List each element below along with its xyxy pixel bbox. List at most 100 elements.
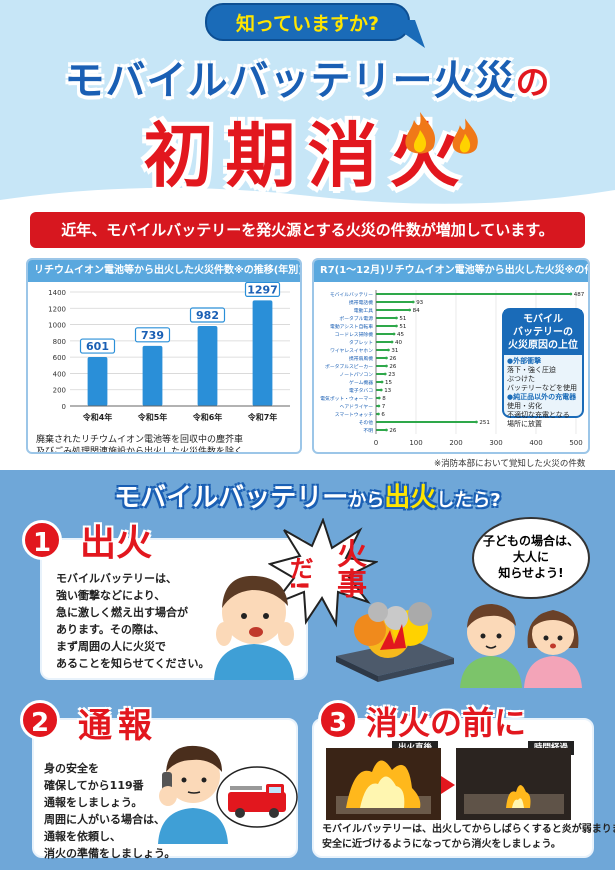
data-label: 84 <box>413 308 420 314</box>
x-tick-label: 300 <box>489 439 502 447</box>
category-label: タブレット <box>349 339 373 346</box>
data-label: 251 <box>479 420 490 426</box>
category-label: その他 <box>359 419 374 426</box>
cause1-line3: バッテリーなどを使用 <box>507 384 577 392</box>
x-tick-label: 令和4年 <box>82 412 113 422</box>
y-tick-label: 600 <box>53 354 66 362</box>
data-label: 487 <box>574 292 585 298</box>
bar <box>142 345 163 406</box>
y-tick-label: 1200 <box>48 305 66 313</box>
cause1-line1: 落下・強く圧迫 <box>507 366 556 374</box>
bubble-tail <box>385 20 425 48</box>
x-tick-label: 100 <box>409 439 422 447</box>
source-note: ※消防本部において覚知した火災の件数 <box>434 459 586 469</box>
category-label: ポータブル電源 <box>339 315 373 322</box>
shout-fire: 火事 <box>331 538 366 598</box>
cause1-line2: ぶつけた <box>507 375 535 383</box>
category-label: 電動工具 <box>354 307 373 314</box>
data-label: 93 <box>416 300 423 306</box>
step2-text: 身の安全を 確保してから119番 通報をしましょう。 周囲に人がいる場合は、 通… <box>44 762 176 860</box>
section-title-b: から <box>348 490 385 511</box>
category-label: スマートウォッチ <box>335 411 373 418</box>
data-label: 51 <box>399 316 406 322</box>
x-tick-label: 令和7年 <box>247 412 278 422</box>
bar-end-dot <box>569 292 573 296</box>
data-label: 1297 <box>247 283 278 296</box>
category-label: 携帯扇風機 <box>349 355 373 362</box>
cause1-head: ●外部衝撃 <box>507 357 542 365</box>
step3-caption: モバイルバッテリーは、出火してからしばらくすると炎が弱まります。 安全に近づける… <box>322 824 615 850</box>
step1-number: 1 <box>22 520 62 560</box>
bar <box>252 300 273 406</box>
device-chart-title: R7(1〜12月)リチウムイオン電池等から出火した火災※の件数 <box>314 260 588 282</box>
data-label: 982 <box>196 309 219 322</box>
cause2-line2: 不適切な充電となる <box>507 411 570 419</box>
category-label: ポータブルスピーカー <box>325 363 373 370</box>
cause-callout-head: モバイル バッテリーの 火災原因の上位 <box>504 310 582 355</box>
y-tick-label: 200 <box>53 387 66 395</box>
data-label-box <box>189 307 226 323</box>
cause-callout: モバイル バッテリーの 火災原因の上位 ●外部衝撃 落下・強く圧迫 ぶつけた バ… <box>502 308 584 428</box>
data-label: 15 <box>385 380 392 386</box>
data-label: 13 <box>384 388 391 394</box>
data-label: 601 <box>86 340 109 353</box>
annual-chart-note-line1: 廃棄されたリチウムイオン電池等を回収中の塵芥車 <box>36 435 244 445</box>
cause2-head: ●純正品以外の充電器 <box>507 393 577 401</box>
category-label: 電動アシスト自転車 <box>330 323 373 330</box>
bar-end-dot <box>390 340 394 344</box>
section-title-d: したら? <box>436 490 501 511</box>
bar-end-dot <box>385 356 388 360</box>
data-label-box <box>244 282 281 297</box>
data-label: 7 <box>382 404 386 410</box>
adult-person-illustration <box>214 575 294 680</box>
child-speech-bubble: 子どもの場合は、 大人に 知らせよう! <box>472 517 590 599</box>
step3-title: 消火の前に <box>366 704 527 742</box>
bar-end-dot <box>377 412 380 416</box>
data-label: 6 <box>381 412 385 418</box>
step1-title: 出火 <box>80 523 153 564</box>
annual-chart-title: リチウムイオン電池等から出火した火災件数※の推移(年別) <box>28 260 300 282</box>
step1-text: モバイルバッテリーは、 強い衝撃などにより、 急に激しく燃え出す場合が あります… <box>56 572 210 670</box>
callout-line1: モバイル <box>523 314 563 325</box>
child-boy-illustration <box>460 604 522 688</box>
device-chart: 0 100 200 300 400 500 モバイルバッテリー 487 携帯電話機 93 電動工具 8… <box>320 290 585 447</box>
data-label: 45 <box>397 332 404 338</box>
category-label: ノートパソコン <box>339 372 373 378</box>
device-chart-panel: R7(1〜12月)リチウムイオン電池等から出火した火災※の件数 0 100 200 3… <box>312 258 590 454</box>
bar-end-dot <box>385 364 388 368</box>
callout-line2: バッテリーの <box>513 327 573 338</box>
data-label: 26 <box>389 364 396 370</box>
main-title-text: モバイルバッテリー火災 <box>64 58 516 104</box>
data-label: 40 <box>395 340 402 346</box>
x-tick-label: 500 <box>569 439 582 447</box>
photo-before <box>326 748 441 820</box>
question-bubble: 知っていますか? <box>205 3 410 41</box>
data-label: 739 <box>141 329 164 342</box>
x-tick-label: 400 <box>529 439 542 447</box>
x-tick-label: 200 <box>449 439 462 447</box>
category-label: モバイルバッテリー <box>330 292 373 298</box>
burning-battery-illustration <box>336 602 454 682</box>
x-tick-label: 0 <box>374 439 378 447</box>
fire-truck-illustration <box>216 766 298 828</box>
bar-end-dot <box>385 428 388 432</box>
child-girl-illustration <box>524 610 582 688</box>
data-label: 31 <box>391 348 398 354</box>
data-label: 8 <box>382 396 386 402</box>
y-tick-label: 1400 <box>48 289 66 297</box>
bar-end-dot <box>392 332 396 336</box>
data-label: 26 <box>389 428 396 434</box>
step2-title: 通報 <box>78 706 158 746</box>
category-label: コードレス掃除機 <box>335 331 374 338</box>
bar-end-dot <box>475 420 478 424</box>
bar-end-dot <box>380 380 384 384</box>
data-label-box <box>79 338 116 354</box>
step2-number: 2 <box>20 700 60 740</box>
y-tick-label: 400 <box>53 370 66 378</box>
y-tick-label: 800 <box>53 338 66 346</box>
bar-end-dot <box>408 308 411 312</box>
bar-end-dot <box>411 300 415 304</box>
cause2-line1: 使用・劣化 <box>507 402 542 410</box>
data-label-box <box>134 327 171 343</box>
annual-chart: 0 200 400 600 800 1000 1200 1400 601 令和4年 739 令和5年 9… <box>48 282 290 422</box>
